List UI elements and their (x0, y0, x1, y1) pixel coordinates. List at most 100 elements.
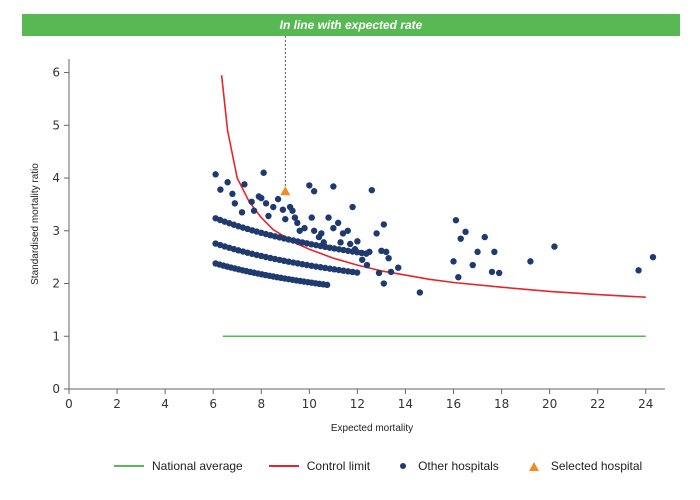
legend-national-label: National average (152, 459, 243, 473)
x-tick-label: 6 (209, 397, 217, 411)
x-tick-label: 20 (542, 397, 557, 411)
x-tick-label: 22 (590, 397, 605, 411)
hospital-point (238, 209, 246, 216)
hospital-point (366, 248, 373, 256)
hospital-point (346, 240, 354, 248)
hospital-point (368, 186, 376, 194)
hospital-point (265, 212, 272, 220)
legend-national-average: National average (114, 459, 243, 473)
hospital-point (318, 230, 325, 237)
x-tick-label: 10 (302, 397, 317, 411)
x-tick-label: 0 (65, 397, 73, 411)
legend-other-swatch (400, 463, 407, 469)
hospital-point (320, 239, 327, 246)
y-tick-label: 5 (52, 118, 60, 132)
hospital-point (289, 207, 296, 214)
hospital-point (462, 228, 469, 236)
hospital-point (635, 267, 642, 274)
status-banner: In line with expected rate (22, 14, 680, 36)
x-tick-label: 4 (161, 397, 169, 411)
legend-selected-label: Selected hospital (550, 459, 643, 473)
legend-other-hospitals: Other hospitals (396, 459, 499, 473)
legend-other-label: Other hospitals (418, 459, 499, 473)
y-axis-label: Standardised mortality ratio (30, 163, 41, 285)
hospital-point (416, 289, 424, 296)
hospital-point (250, 207, 258, 214)
hospital-point (334, 219, 342, 227)
legend-control-swatch (268, 465, 299, 467)
hospital-point (383, 248, 390, 256)
hospital-point (469, 261, 476, 269)
hospital-point (260, 169, 267, 176)
hospital-point (455, 273, 462, 281)
hospital-point (385, 255, 392, 262)
hospital-point (262, 200, 270, 207)
hospital-point (258, 194, 265, 202)
hospital-point (481, 233, 488, 241)
hospital-point (291, 214, 299, 221)
hospital-point (450, 258, 457, 265)
hospital-point (495, 269, 503, 277)
x-axis-label: Expected mortality (331, 423, 413, 434)
hospital-point (387, 268, 395, 276)
y-tick-label: 0 (52, 382, 60, 396)
chart-legend: National average Control limit Other hos… (114, 459, 642, 473)
x-tick-label: 12 (350, 397, 365, 411)
x-tick-label: 8 (257, 397, 265, 411)
hospital-point (212, 171, 219, 178)
hospital-point (378, 247, 385, 255)
hospital-point (344, 227, 351, 234)
hospital-point (363, 261, 371, 269)
selected-hospital-point (280, 186, 291, 196)
hospital-point (330, 183, 337, 190)
hospital-point (339, 230, 347, 237)
hospital-point (354, 238, 361, 245)
hospital-point (380, 221, 388, 228)
x-tick-label: 16 (446, 397, 461, 411)
legend-selected-swatch (528, 461, 539, 471)
hospital-point (282, 215, 289, 223)
hospital-point (351, 246, 359, 253)
hospital-point (395, 264, 402, 271)
hospital-point (229, 190, 236, 198)
hospital-point (358, 256, 366, 263)
y-tick-label: 1 (52, 329, 60, 343)
hospital-point (353, 269, 361, 276)
y-tick-label: 2 (52, 277, 60, 291)
x-tick-label: 24 (638, 397, 653, 411)
hospital-point (380, 280, 388, 287)
hospital-point (325, 214, 332, 221)
legend-selected-hospital: Selected hospital (525, 459, 642, 473)
hospital-point (241, 181, 248, 188)
hospital-point (551, 243, 558, 250)
legend-control-label: Control limit (306, 459, 371, 473)
hospital-point (375, 269, 383, 277)
legend-control-limit: Control limit (268, 459, 371, 473)
hospital-point (231, 200, 239, 207)
hospital-point (310, 227, 318, 234)
hospital-point (491, 248, 498, 256)
hospital-point (452, 217, 460, 224)
status-banner-text: In line with expected rate (279, 18, 423, 32)
hospital-point (527, 258, 534, 265)
x-tick-label: 18 (494, 397, 509, 411)
hospital-point (301, 224, 308, 232)
hospital-point (337, 239, 344, 246)
legend-national-swatch (114, 465, 144, 467)
hospital-point (649, 253, 657, 261)
hospital-point (274, 195, 282, 203)
hospital-point (310, 188, 318, 195)
y-tick-label: 6 (52, 66, 60, 80)
x-tick-label: 2 (113, 397, 121, 411)
hospital-point (488, 268, 496, 276)
hospital-point (330, 224, 337, 232)
hospital-point (308, 214, 315, 221)
y-tick-label: 3 (52, 224, 60, 238)
hospital-point (270, 203, 277, 211)
hospital-point (306, 182, 313, 189)
hospital-point (323, 281, 331, 289)
y-tick-label: 4 (52, 171, 60, 185)
hospital-point (373, 230, 380, 237)
hospital-point (474, 248, 481, 256)
